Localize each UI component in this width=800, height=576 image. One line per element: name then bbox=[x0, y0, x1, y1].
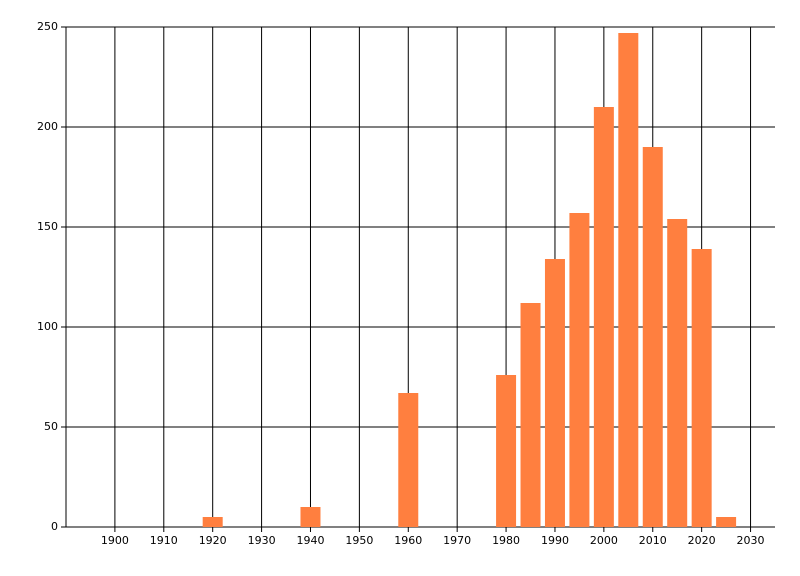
bar bbox=[496, 375, 517, 527]
y-tick-label: 200 bbox=[37, 120, 58, 133]
bar bbox=[569, 213, 590, 527]
x-tick-label: 1960 bbox=[394, 534, 422, 547]
bar bbox=[593, 107, 614, 527]
bar bbox=[398, 393, 419, 527]
x-tick-label: 1980 bbox=[492, 534, 520, 547]
x-tick-label: 1900 bbox=[101, 534, 129, 547]
y-tick-label: 50 bbox=[44, 420, 58, 433]
x-tick-label: 1930 bbox=[248, 534, 276, 547]
x-tick-label: 1940 bbox=[296, 534, 324, 547]
y-tick-label: 100 bbox=[37, 320, 58, 333]
x-tick-label: 1910 bbox=[150, 534, 178, 547]
bar bbox=[300, 507, 321, 527]
x-tick-label: 1920 bbox=[199, 534, 227, 547]
bar bbox=[544, 259, 565, 527]
bar bbox=[691, 249, 712, 527]
x-tick-label: 1970 bbox=[443, 534, 471, 547]
bar bbox=[202, 517, 223, 527]
x-tick-label: 1950 bbox=[345, 534, 373, 547]
y-tick-label: 150 bbox=[37, 220, 58, 233]
bar bbox=[667, 219, 688, 527]
x-tick-label: 2000 bbox=[590, 534, 618, 547]
x-tick-label: 2020 bbox=[688, 534, 716, 547]
y-tick-label: 250 bbox=[37, 20, 58, 33]
bar bbox=[642, 147, 663, 527]
bar bbox=[520, 303, 541, 527]
x-tick-label: 2010 bbox=[639, 534, 667, 547]
x-tick-label: 2030 bbox=[737, 534, 765, 547]
bar bbox=[618, 33, 639, 527]
x-tick-label: 1990 bbox=[541, 534, 569, 547]
y-tick-label: 0 bbox=[51, 520, 58, 533]
bar bbox=[716, 517, 737, 527]
